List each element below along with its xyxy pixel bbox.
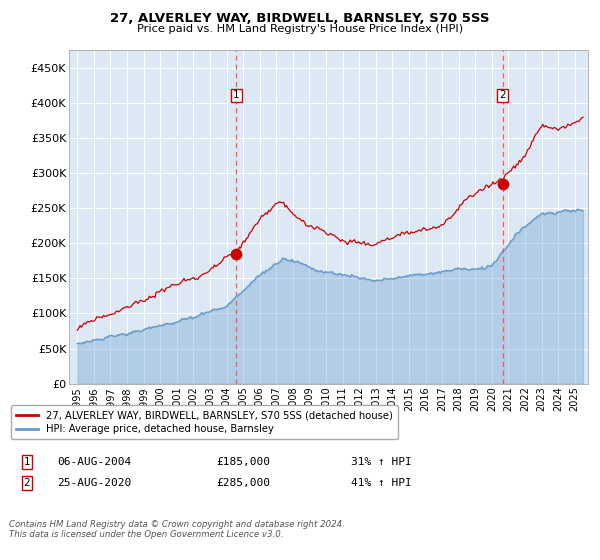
Text: 2: 2	[23, 478, 31, 488]
Legend: 27, ALVERLEY WAY, BIRDWELL, BARNSLEY, S70 5SS (detached house), HPI: Average pri: 27, ALVERLEY WAY, BIRDWELL, BARNSLEY, S7…	[11, 405, 398, 440]
Text: 2: 2	[499, 90, 506, 100]
Text: 31% ↑ HPI: 31% ↑ HPI	[351, 457, 412, 467]
Text: 25-AUG-2020: 25-AUG-2020	[57, 478, 131, 488]
Text: Price paid vs. HM Land Registry's House Price Index (HPI): Price paid vs. HM Land Registry's House …	[137, 24, 463, 34]
Text: 1: 1	[23, 457, 31, 467]
Text: 1: 1	[233, 90, 240, 100]
Text: 27, ALVERLEY WAY, BIRDWELL, BARNSLEY, S70 5SS: 27, ALVERLEY WAY, BIRDWELL, BARNSLEY, S7…	[110, 12, 490, 25]
Text: 06-AUG-2004: 06-AUG-2004	[57, 457, 131, 467]
Text: 41% ↑ HPI: 41% ↑ HPI	[351, 478, 412, 488]
Text: £185,000: £185,000	[216, 457, 270, 467]
Point	[498, 179, 508, 188]
Text: Contains HM Land Registry data © Crown copyright and database right 2024.
This d: Contains HM Land Registry data © Crown c…	[9, 520, 345, 539]
Point	[232, 249, 241, 258]
Text: £285,000: £285,000	[216, 478, 270, 488]
